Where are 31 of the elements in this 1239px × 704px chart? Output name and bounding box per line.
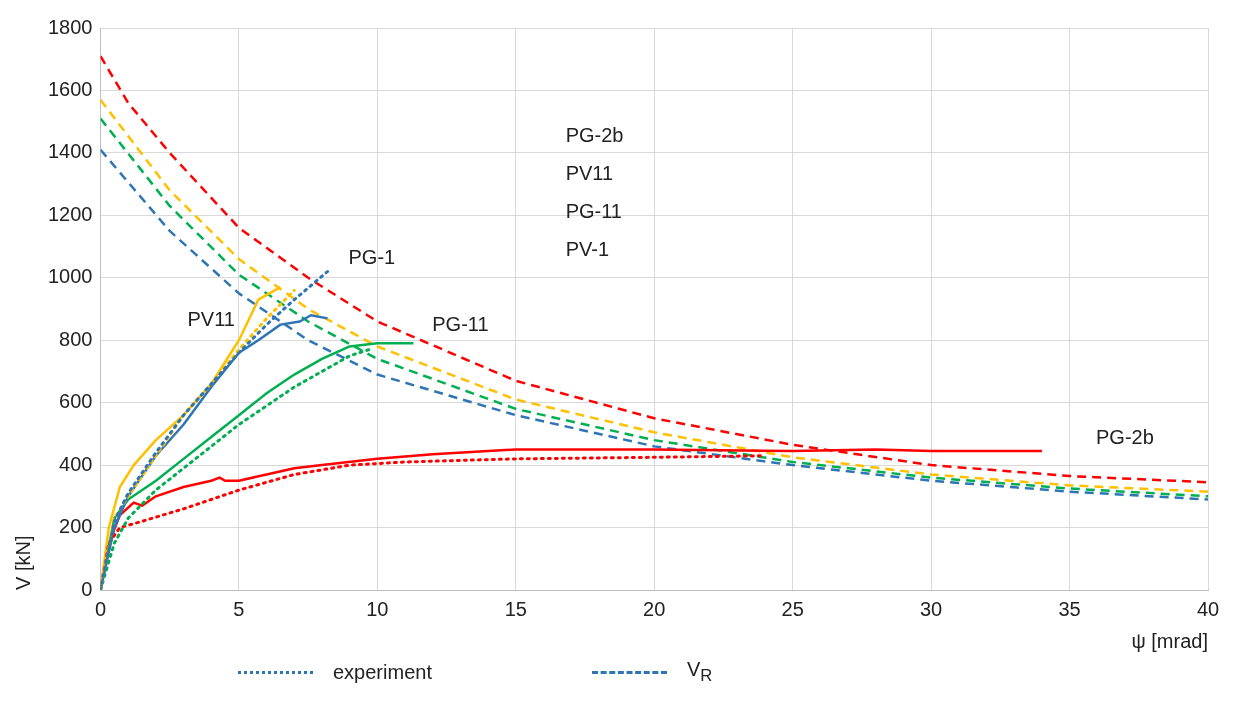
y-tick-label: 1200 (47, 202, 93, 225)
annotation: PG-1 (348, 245, 396, 268)
annotation: PG-2b (565, 123, 624, 146)
text: V$_{R}$ (686, 658, 713, 686)
y-tick-label: 1800 (47, 15, 93, 38)
x-tick-label: 0 (94, 597, 107, 620)
y-tick-label: 600 (59, 390, 93, 413)
y-tick-label: 0 (81, 577, 93, 600)
x-tick-label: 5 (233, 597, 245, 620)
annotation: PG-2b (1096, 425, 1154, 448)
y-tick-label: 1000 (47, 265, 93, 288)
annotation: PG-11 (432, 313, 489, 336)
annotation: PG-11 (565, 199, 622, 222)
x-tick-label: 25 (781, 597, 804, 620)
annotation: PV-1 (565, 237, 609, 260)
y-tick-label: 1600 (47, 77, 93, 100)
y-tick-label: 800 (59, 327, 93, 350)
y-tick-label: 200 (59, 515, 93, 538)
x-tick-label: 35 (1058, 597, 1081, 620)
x-tick-label: 15 (504, 597, 527, 620)
y-axis-title: V [kN] (11, 535, 34, 590)
x-tick-label: 10 (366, 597, 389, 620)
y-tick-label: 1400 (47, 140, 93, 163)
x-tick-label: 40 (1196, 597, 1220, 620)
x-axis-title: ψ [mrad] (1131, 629, 1208, 652)
x-tick-label: 30 (920, 597, 943, 620)
annotation: PV11 (565, 161, 614, 184)
y-tick-label: 400 (59, 452, 93, 475)
x-tick-label: 20 (643, 597, 666, 620)
annotation: PV11 (187, 307, 235, 330)
text: experiment (333, 660, 432, 684)
